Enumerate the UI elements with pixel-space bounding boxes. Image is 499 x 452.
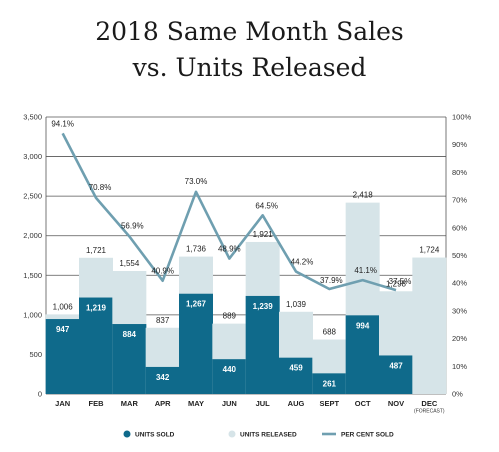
percent-sold-label: 44.2% xyxy=(291,258,314,267)
percent-sold-label: 40.9% xyxy=(151,267,174,276)
x-tick-label: APR xyxy=(155,399,171,408)
y-left-tick-label: 3,000 xyxy=(23,152,42,161)
units-sold-label: 1,267 xyxy=(186,300,207,309)
x-axis: JAN FEB MAR APR MAY JUN JUL AUG SEPT OCT NOV DEC(FO… xyxy=(55,399,445,415)
x-tick-label: DEC xyxy=(421,399,437,408)
bar-units-sold xyxy=(345,315,380,394)
units-sold-label: 459 xyxy=(289,364,303,373)
units-released-label: 688 xyxy=(323,328,337,337)
bar-units-released xyxy=(412,257,447,394)
units-sold-label: 1,219 xyxy=(86,304,107,313)
y-left-tick-label: 1,000 xyxy=(23,310,42,319)
units-released-label: 1,006 xyxy=(53,302,74,311)
y-right-tick-label: 60% xyxy=(452,223,467,232)
units-released-label: 1,554 xyxy=(119,259,140,268)
y-right-tick-label: 90% xyxy=(452,140,467,149)
percent-sold-label: 94.1% xyxy=(51,119,74,128)
x-tick-label: JAN xyxy=(55,399,70,408)
y-left-tick-label: 3,500 xyxy=(23,113,42,122)
units-released-label: 1,298 xyxy=(386,279,407,288)
units-released-label: 2,418 xyxy=(353,191,374,200)
x-tick-label: FEB xyxy=(89,399,105,408)
data-labels: 947 1,006 1,219 1,721 884 1,554 342 837 1,267 1,7… xyxy=(51,119,440,388)
bar-units-sold xyxy=(312,373,347,394)
bar-units-sold xyxy=(212,359,247,394)
x-tick-label: SEPT xyxy=(320,399,340,408)
bar-units-sold xyxy=(145,366,180,394)
legend-label-units-sold: UNITS SOLD xyxy=(135,432,175,439)
y-right-tick-label: 100% xyxy=(452,113,472,122)
units-released-label: 837 xyxy=(156,316,170,325)
bars xyxy=(45,202,447,394)
bar-units-sold xyxy=(45,319,80,394)
units-sold-label: 487 xyxy=(389,361,403,370)
legend-swatch-units-released xyxy=(228,430,236,438)
y-right-tick-label: 70% xyxy=(452,196,467,205)
units-sold-label: 342 xyxy=(156,373,170,382)
bar-units-sold xyxy=(245,295,280,394)
percent-sold-label: 41.1% xyxy=(354,266,377,275)
y-right-tick-label: 80% xyxy=(452,168,467,177)
units-released-label: 889 xyxy=(223,312,237,321)
percent-sold-label: 56.9% xyxy=(121,221,144,230)
x-tick-label: MAR xyxy=(121,399,139,408)
units-sold-label: 994 xyxy=(356,321,370,330)
y-left-tick-label: 0 xyxy=(38,390,42,399)
y-left-tick-label: 2,000 xyxy=(23,231,42,240)
units-released-label: 1,921 xyxy=(253,230,274,239)
x-tick-label: JUL xyxy=(256,399,271,408)
x-tick-label: JUN xyxy=(222,399,237,408)
units-sold-label: 1,239 xyxy=(253,302,274,311)
percent-sold-label: 48.9% xyxy=(218,245,241,254)
units-released-label: 1,736 xyxy=(186,245,207,254)
units-sold-label: 947 xyxy=(56,325,70,334)
y-right-tick-label: 10% xyxy=(452,362,467,371)
x-tick-label: OCT xyxy=(355,399,371,408)
units-released-label: 1,721 xyxy=(86,246,107,255)
x-tick-label: MAY xyxy=(188,399,204,408)
legend-label-percent-sold: PER CENT SOLD xyxy=(341,432,394,439)
chart-title-line-1: 2018 Same Month Sales xyxy=(95,17,404,46)
percent-sold-label: 37.5% xyxy=(389,277,412,286)
bar-units-sold xyxy=(79,297,113,394)
percent-sold-label: 64.5% xyxy=(255,201,278,210)
y-left-tick-label: 1,500 xyxy=(23,271,42,280)
y-right-tick-label: 20% xyxy=(452,334,467,343)
chart-title-line-2: vs. Units Released xyxy=(132,53,367,82)
y-right-tick-label: 30% xyxy=(452,306,467,315)
x-tick-label: AUG xyxy=(288,399,305,408)
legend-label-units-released: UNITS RELEASED xyxy=(240,432,297,439)
bar-units-sold xyxy=(279,357,313,394)
x-tick-label: NOV xyxy=(388,399,404,408)
y-left-tick-label: 2,500 xyxy=(23,192,42,201)
units-sold-label: 261 xyxy=(323,379,337,388)
bar-units-sold xyxy=(379,355,413,394)
percent-sold-series-line xyxy=(61,132,397,292)
y-right-tick-label: 0% xyxy=(452,390,463,399)
units-released-label: 1,039 xyxy=(286,300,307,309)
percent-sold-label: 73.0% xyxy=(185,177,208,186)
units-released-label: 1,724 xyxy=(419,246,440,255)
legend-swatch-units-sold xyxy=(123,430,131,438)
y-axis-left: 0 500 1,000 1,500 2,000 2,500 3,000 3,500 xyxy=(23,113,42,399)
x-tick-note: (FORECAST) xyxy=(414,409,445,415)
units-sold-label: 440 xyxy=(223,365,237,374)
percent-sold-label: 37.9% xyxy=(320,276,343,285)
bar-units-sold xyxy=(112,324,147,394)
percent-line xyxy=(61,132,397,292)
y-right-tick-label: 50% xyxy=(452,251,467,260)
y-left-tick-label: 500 xyxy=(29,350,42,359)
y-right-tick-label: 40% xyxy=(452,279,467,288)
percent-sold-label: 70.8% xyxy=(89,183,112,192)
legend: UNITS SOLD UNITS RELEASED PER CENT SOLD xyxy=(123,430,394,439)
bar-units-sold xyxy=(179,293,213,394)
units-sold-label: 884 xyxy=(123,330,137,339)
y-axis-right: 0% 10% 20% 30% 40% 50% 60% 70% 80% 90% 100% xyxy=(452,113,472,399)
